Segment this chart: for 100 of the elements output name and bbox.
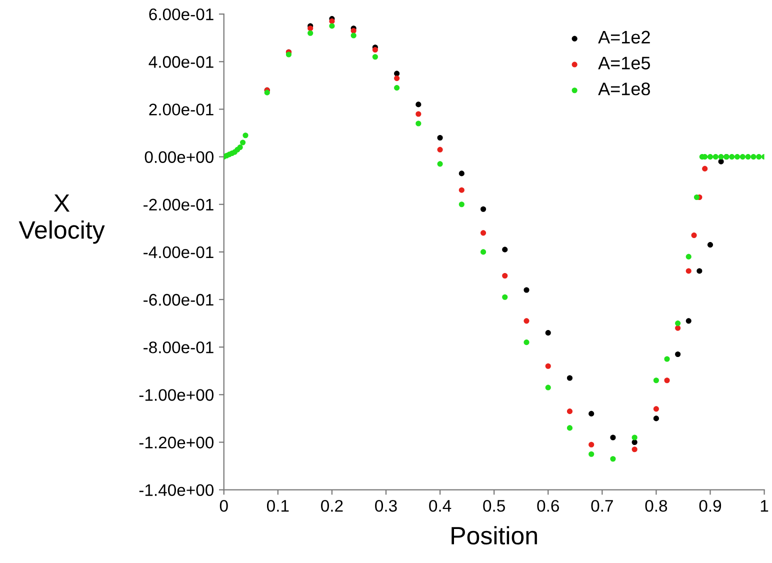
point: [524, 340, 530, 346]
x-tick-label: 0.8: [645, 500, 668, 512]
point: [372, 54, 378, 60]
point: [664, 378, 670, 384]
point: [416, 120, 422, 126]
x-tick-label: 0.9: [699, 500, 722, 512]
point: [675, 320, 681, 326]
point: [686, 254, 692, 260]
y-tick-label: 2.00e-01: [149, 104, 214, 116]
x-tick-label: 0.2: [321, 500, 343, 512]
y-tick-label: -2.00e-01: [144, 198, 214, 211]
point: [437, 146, 443, 152]
point: [566, 375, 573, 381]
point: [702, 166, 708, 172]
x-tick-label: 0.4: [429, 500, 452, 512]
y-tick-label: -1.20e+00: [139, 436, 214, 448]
point: [545, 384, 551, 390]
point: [566, 408, 573, 414]
point: [458, 170, 464, 176]
point: [610, 456, 616, 462]
point: [394, 85, 400, 91]
point: [264, 90, 270, 96]
y-tick-label: -6.00e-01: [144, 294, 214, 306]
point: [653, 378, 659, 384]
legend-label: A=1e5: [598, 56, 650, 70]
point: [694, 194, 700, 200]
point: [502, 246, 508, 252]
point: [718, 154, 724, 160]
point: [416, 111, 422, 117]
point: [653, 406, 659, 412]
point: [394, 76, 400, 82]
point: [394, 70, 400, 76]
point: [707, 242, 714, 248]
point: [756, 154, 762, 160]
point: [350, 28, 356, 34]
point: [653, 416, 659, 422]
point: [437, 134, 443, 141]
point: [437, 161, 443, 167]
point: [707, 154, 714, 160]
point: [545, 330, 551, 336]
point: [675, 325, 681, 331]
x-tick-label: 0.5: [483, 500, 505, 512]
point: [745, 154, 751, 160]
legend-label: A=1e2: [598, 30, 650, 44]
x-tick-label: 0.6: [537, 500, 559, 512]
x-tick-label: 1: [760, 500, 768, 512]
point: [480, 206, 486, 212]
point: [480, 230, 486, 236]
point: [502, 272, 508, 279]
point: [480, 249, 486, 255]
point: [350, 32, 356, 38]
point: [734, 154, 740, 160]
y-tick-label: -1.40e+00: [139, 484, 214, 496]
point: [712, 154, 718, 160]
y-tick-label: -4.00e-01: [144, 246, 214, 258]
point: [691, 232, 697, 238]
point: [588, 451, 594, 457]
point: [686, 268, 692, 274]
x-tick-label: 0.7: [591, 500, 613, 512]
point: [729, 154, 735, 160]
x-axis-title: Position: [452, 526, 537, 545]
point: [237, 144, 243, 150]
point: [740, 154, 746, 160]
point: [372, 46, 378, 53]
point: [524, 287, 530, 293]
point: [664, 356, 670, 362]
point: [458, 187, 464, 193]
point: [545, 363, 551, 369]
y-axis-title: X Velocity: [18, 194, 105, 244]
point: [458, 202, 464, 208]
point: [632, 446, 638, 452]
x-tick-label: 0.3: [375, 500, 397, 512]
point: [632, 439, 638, 446]
point: [696, 268, 702, 274]
y-tick-label: 6.00e-01: [149, 8, 214, 20]
legend-label: A=1e8: [598, 82, 650, 96]
x-tick-label: 0.1: [266, 500, 289, 512]
point: [566, 425, 573, 431]
point: [308, 26, 314, 32]
point: [242, 132, 248, 138]
point: [588, 442, 594, 448]
y-tick-label: 0.00e+00: [144, 151, 214, 163]
point: [308, 30, 314, 36]
point: [502, 294, 508, 300]
point: [632, 434, 638, 440]
point: [286, 52, 292, 58]
y-tick-label: -8.00e-01: [144, 341, 214, 354]
point: [329, 23, 335, 29]
y-tick-label: -1.00e+00: [139, 389, 214, 401]
point: [416, 102, 422, 108]
point: [675, 351, 681, 358]
point: [686, 318, 692, 324]
y-tick-label: 4.00e-01: [148, 56, 214, 68]
point: [524, 318, 530, 324]
x-tick-label: 0: [220, 500, 228, 512]
point: [718, 158, 724, 164]
point: [240, 140, 246, 146]
point: [610, 434, 616, 440]
point: [750, 154, 756, 160]
point: [588, 410, 594, 416]
